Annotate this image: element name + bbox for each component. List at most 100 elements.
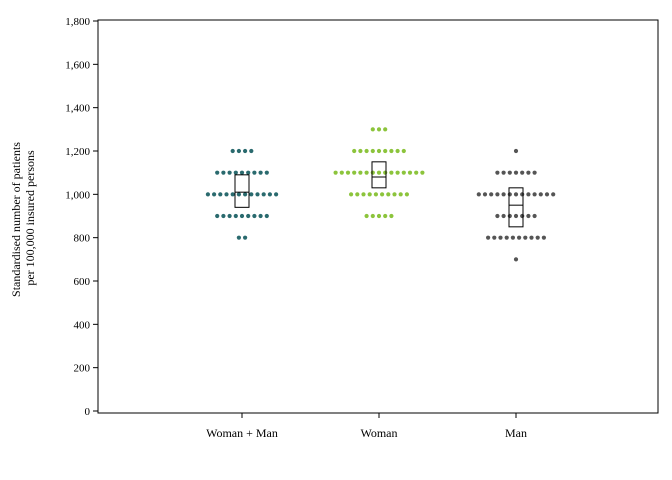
x-axis: Woman + Man Woman Man <box>206 413 527 440</box>
data-point <box>246 170 251 175</box>
data-point <box>349 192 354 197</box>
x-tick-label: Man <box>505 426 527 440</box>
data-point <box>355 192 360 197</box>
data-point <box>358 170 363 175</box>
data-point <box>401 170 406 175</box>
data-point <box>532 192 537 197</box>
ci-box <box>508 187 524 228</box>
data-point <box>212 192 217 197</box>
data-point <box>249 192 254 197</box>
data-point <box>523 235 528 240</box>
data-point <box>333 170 338 175</box>
data-point <box>221 213 226 219</box>
data-point <box>383 148 388 154</box>
data-point <box>526 213 531 219</box>
ci-box <box>371 161 387 189</box>
data-point <box>243 235 248 240</box>
data-point <box>239 170 245 175</box>
data-point <box>215 170 220 175</box>
data-point <box>498 235 503 240</box>
data-point <box>513 257 519 262</box>
data-point <box>532 213 537 219</box>
data-point <box>233 213 238 219</box>
plot-frame <box>97 19 659 414</box>
data-point <box>513 213 519 219</box>
data-point <box>239 213 245 219</box>
data-point <box>513 148 519 154</box>
data-point <box>501 213 506 219</box>
data-point <box>538 192 543 197</box>
data-point <box>221 170 226 175</box>
data-point <box>507 213 512 219</box>
x-tick-label: Woman <box>360 426 397 440</box>
data-point <box>507 192 512 197</box>
y-tick-label: 1,800 <box>65 16 90 28</box>
data-point <box>495 192 500 197</box>
data-point <box>376 148 382 154</box>
data-point <box>376 127 382 132</box>
data-point <box>520 170 525 175</box>
data-point <box>274 192 279 197</box>
data-point <box>352 148 357 154</box>
data-point <box>233 170 238 175</box>
data-point <box>482 192 488 197</box>
data-point <box>370 213 375 219</box>
data-point <box>489 192 494 197</box>
data-point <box>492 235 497 240</box>
data-point <box>395 170 400 175</box>
data-point <box>535 235 540 240</box>
data-point <box>370 170 375 175</box>
data-point <box>376 170 382 175</box>
data-point <box>345 170 351 175</box>
y-tick-label: 0 <box>85 406 91 418</box>
data-point <box>389 148 394 154</box>
data-point <box>205 192 210 197</box>
data-point <box>373 192 378 197</box>
y-tick-label: 1,400 <box>65 103 90 115</box>
data-point <box>495 213 500 219</box>
data-point <box>383 213 388 219</box>
data-point <box>510 235 515 240</box>
data-point <box>513 170 519 175</box>
data-point <box>364 213 369 219</box>
data-point <box>526 170 531 175</box>
data-point <box>395 148 400 154</box>
data-point <box>401 148 406 154</box>
data-point <box>386 192 391 197</box>
data-point <box>236 148 241 154</box>
data-point <box>367 192 372 197</box>
data-point <box>358 148 363 154</box>
data-point <box>529 235 534 240</box>
data-point <box>370 148 375 154</box>
data-point <box>541 235 547 240</box>
data-point <box>392 192 397 197</box>
data-point <box>544 192 550 197</box>
data-point <box>383 127 388 132</box>
data-point <box>361 192 366 197</box>
data-point <box>243 148 248 154</box>
data-point <box>264 213 269 219</box>
data-point <box>407 170 413 175</box>
data-point <box>404 192 409 197</box>
data-point <box>501 192 506 197</box>
data-point <box>258 170 263 175</box>
data-point <box>389 213 394 219</box>
data-point <box>215 213 220 219</box>
data-point <box>243 192 248 197</box>
data-point <box>352 170 357 175</box>
data-point <box>380 192 385 197</box>
data-point <box>504 235 509 240</box>
y-tick-label: 400 <box>74 319 91 331</box>
y-tick-label: 800 <box>74 233 91 245</box>
data-point <box>364 148 369 154</box>
y-tick-label: 200 <box>74 363 91 375</box>
data-point <box>224 192 229 197</box>
data-point <box>520 192 525 197</box>
y-axis: 0 200 400 600 800 1,000 1,200 1,400 1,600 1,800 <box>65 16 98 418</box>
data-point <box>414 170 419 175</box>
data-point <box>218 192 223 197</box>
data-point <box>383 170 388 175</box>
series-group <box>333 127 425 219</box>
data-point <box>476 192 481 197</box>
data-point <box>370 127 375 132</box>
